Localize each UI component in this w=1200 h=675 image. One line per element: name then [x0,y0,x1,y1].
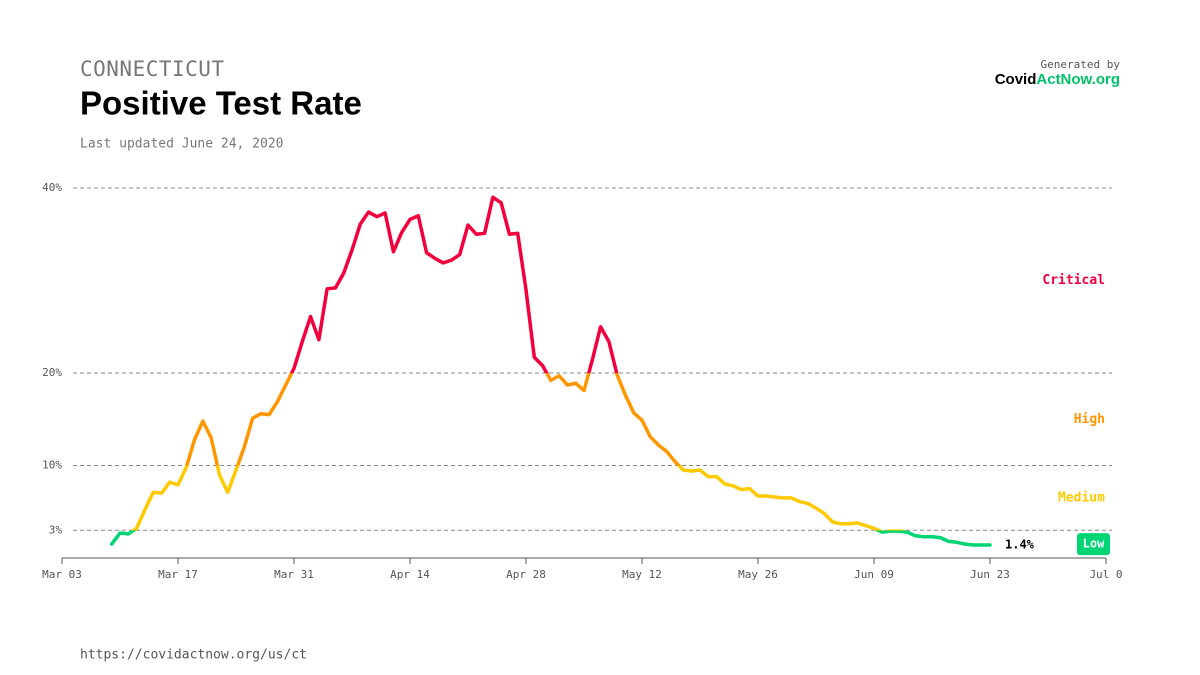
x-tick-label: May 12 [622,568,662,581]
footer-url: https://covidactnow.org/us/ct [80,648,307,663]
zone-badge [1077,533,1110,556]
line [109,195,992,547]
x-tick-label: Jul 0 [1089,568,1122,581]
y-tick-label: 20% [42,366,62,379]
zone-label: Low [1083,537,1105,551]
region: CONNECTICUT [80,57,225,81]
zone-label: High [1074,412,1105,427]
x-tick-label: Mar 03 [42,568,82,581]
brand-dark: Covid [995,71,1037,88]
zone-label: Critical [1042,273,1105,288]
x-tick-label: Mar 31 [274,568,314,581]
zone-label: Medium [1058,490,1105,505]
brand-green: ActNow.org [1036,71,1120,88]
y-tick-label: 3% [49,523,63,536]
y-tick-label: 40% [42,181,62,194]
x-tick-label: Apr 14 [390,568,430,581]
updated: Last updated June 24, 2020 [80,137,284,152]
generated-by: Generated by [1041,58,1121,71]
x-tick-label: Jun 23 [970,568,1010,581]
y-tick-label: 10% [42,459,62,472]
brand: CovidActNow.org [995,71,1120,88]
x-tick-label: May 26 [738,568,778,581]
value-label: 1.4% [1005,538,1035,552]
x-tick-label: Apr 28 [506,568,546,581]
chart-title: Positive Test Rate [80,85,362,122]
x-tick-label: Jun 09 [854,568,894,581]
x-tick-label: Mar 17 [158,568,198,581]
